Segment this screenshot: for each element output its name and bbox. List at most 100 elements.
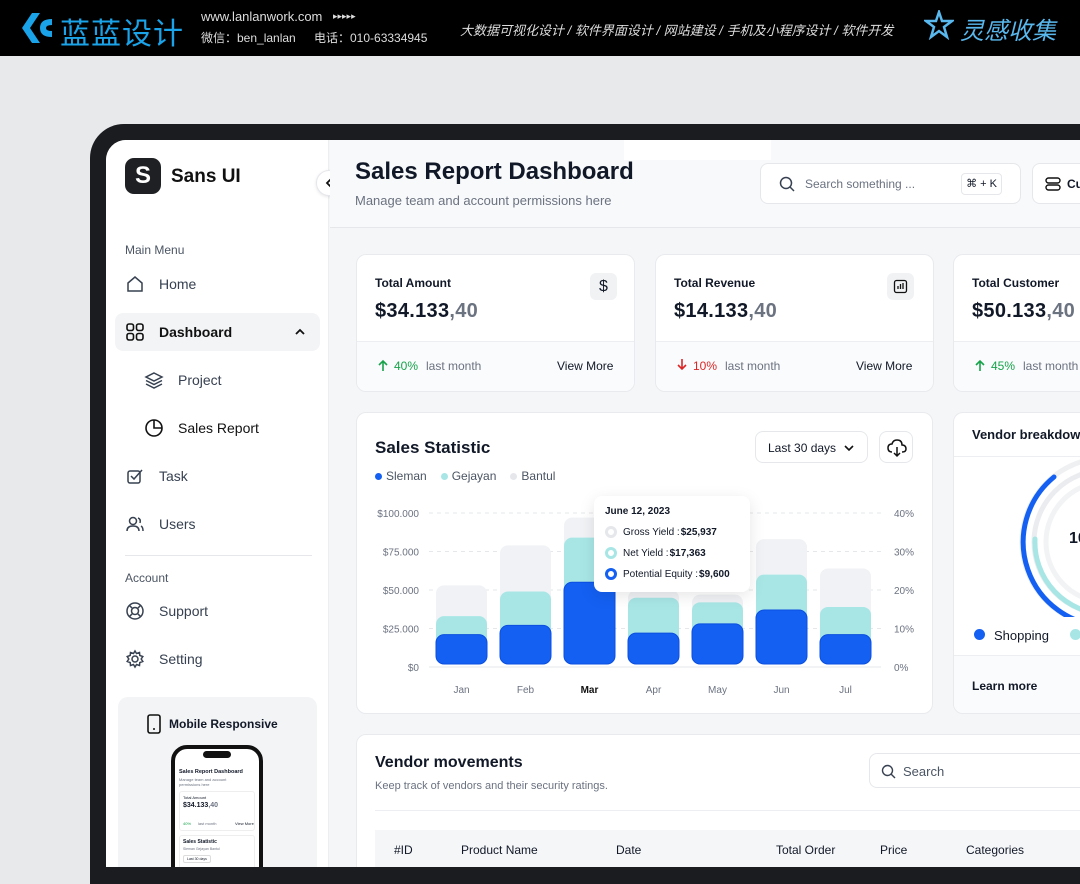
phone-kpi-label: Total Amount <box>183 795 207 800</box>
phone-icon <box>147 714 161 734</box>
page-subtitle: Manage team and account permissions here <box>355 193 612 208</box>
banner-phone: 电话：010-63334945 <box>314 31 428 45</box>
kpi-amount: $34.133 <box>375 300 450 322</box>
sidebar-item-label: Home <box>159 276 197 292</box>
sidebar-item-label: Setting <box>159 651 203 667</box>
column-header[interactable]: #ID <box>394 843 413 857</box>
tooltip-row: Net Yield : $17,363 <box>605 547 706 559</box>
column-header[interactable]: Total Order <box>776 843 836 857</box>
kpi-period: last month <box>1023 359 1079 373</box>
page-title: Sales Report Dashboard <box>355 158 634 185</box>
x-tick-label: Mar <box>581 685 599 696</box>
users-icon <box>126 516 144 532</box>
banner-arrows: ▸▸▸▸▸ <box>333 11 356 21</box>
tooltip-value: $9,600 <box>699 568 730 580</box>
kpi-footer <box>954 341 1080 391</box>
app-screen: S Sans UI Main Menu Home Dashboard Proje… <box>106 140 1080 867</box>
legend-item: Sleman <box>375 469 427 483</box>
vendor-search-input[interactable]: Search <box>869 753 1080 788</box>
phone-kpi-amount: $34.133 <box>183 802 209 809</box>
vendor-breakdown-title: Vendor breakdow <box>972 427 1080 442</box>
search-input[interactable]: Search something ... ⌘ + K <box>760 163 1021 204</box>
tooltip-value: $25,937 <box>680 526 717 538</box>
view-more-link[interactable]: View More <box>856 359 913 373</box>
layers-icon <box>144 372 164 389</box>
column-header[interactable]: Price <box>880 843 908 857</box>
x-tick-label: Apr <box>646 685 662 696</box>
sidebar-item-dashboard[interactable] <box>115 313 320 351</box>
kpi-label: Total Revenue <box>674 276 756 290</box>
customize-button[interactable]: Cu <box>1032 163 1080 204</box>
banner-url[interactable]: www.lanlanwork.com <box>201 9 323 24</box>
date-range-value: Last 30 days <box>768 441 837 455</box>
lifebuoy-icon <box>126 602 144 620</box>
x-tick-label: Jun <box>773 685 789 696</box>
legend-label: Bantul <box>521 469 556 483</box>
bar-sleman <box>499 624 552 665</box>
arrow-down-icon <box>677 359 687 371</box>
donut-arc-shopping <box>1020 474 1076 617</box>
column-header[interactable]: Categories <box>966 843 1025 857</box>
mobile-responsive-title: Mobile Responsive <box>169 717 278 731</box>
vendor-movements-card: Vendor movements Keep track of vendors a… <box>356 734 1080 867</box>
sidebar-item-label: Support <box>159 603 209 619</box>
chart-legend: Sleman Gejayan Bantul <box>375 469 555 483</box>
donut-track-inner <box>1043 485 1080 599</box>
phone-stat-title: Sales Statistic <box>183 839 217 845</box>
chevron-up-icon[interactable] <box>294 326 306 338</box>
download-button[interactable] <box>879 431 913 463</box>
kpi-amount: $50.133 <box>972 300 1047 322</box>
sidebar-item-setting[interactable]: Setting <box>125 649 203 669</box>
checkbox-icon <box>127 469 143 484</box>
divider <box>954 456 1080 457</box>
bar-sleman <box>819 634 872 665</box>
learn-more-link[interactable]: Learn more <box>972 679 1038 693</box>
sidebar-item-support[interactable]: Support <box>125 601 208 621</box>
tooltip-dot <box>605 547 617 559</box>
bar-sleman <box>691 623 744 665</box>
view-more-link[interactable]: View More <box>557 359 614 373</box>
tooltip-label: Gross Yield : <box>623 526 680 538</box>
phone-stat-legend: Sleman Gejayan Bantul <box>183 847 220 851</box>
header-tab-highlight <box>624 140 771 160</box>
column-header[interactable]: Date <box>616 843 642 857</box>
sidebar-item-sales-report[interactable]: Sales Report <box>144 418 259 438</box>
sidebar-item-users[interactable]: Users <box>125 514 196 534</box>
y2-tick-label: 20% <box>894 586 914 597</box>
y-tick-label: $100.000 <box>377 509 419 520</box>
y2-tick-label: 10% <box>894 625 914 636</box>
vendor-breakdown-card: Vendor breakdow 10 Shopping Learn more <box>953 412 1080 714</box>
y-tick-label: $25.000 <box>383 625 420 636</box>
sidebar: S Sans UI Main Menu Home Dashboard Proje… <box>106 140 329 867</box>
y-tick-label: $0 <box>408 663 420 674</box>
x-tick-label: Jul <box>839 685 852 696</box>
sidebar-item-home[interactable]: Home <box>125 274 196 294</box>
kpi-card: Total Customer $50.133,40 45% last month… <box>953 254 1080 392</box>
banner-collection: 灵感收集 <box>960 18 1056 45</box>
tooltip-row: Potential Equity : $9,600 <box>605 568 730 580</box>
sidebar-item-project[interactable]: Project <box>144 370 222 390</box>
phone-stat-card: Sales Statistic Sleman Gejayan Bantul La… <box>179 835 255 867</box>
lanlan-logo-icon <box>22 13 52 43</box>
legend-dot <box>510 472 518 480</box>
mobile-responsive-card: Mobile Responsive Sales Report Dashboard… <box>118 697 317 867</box>
account-label: Account <box>125 571 169 585</box>
date-range-select[interactable]: Last 30 days <box>755 431 868 463</box>
kpi-label: Total Customer <box>972 276 1060 290</box>
vendor-movements-subtitle: Keep track of vendors and their security… <box>375 780 608 792</box>
phone-title: Sales Report Dashboard <box>179 769 243 775</box>
legend-label: Gejayan <box>451 469 497 483</box>
column-header[interactable]: Product Name <box>461 843 538 857</box>
y2-tick-label: 0% <box>894 663 909 674</box>
sidebar-item-dashboard-content[interactable]: Dashboard <box>125 322 232 342</box>
sidebar-item-label: Users <box>159 516 196 532</box>
bar-chart-icon <box>887 273 914 300</box>
legend-item: Gejayan <box>440 469 497 483</box>
sidebar-item-task[interactable]: Task <box>125 466 188 486</box>
star-logo-icon <box>924 10 954 40</box>
vendor-breakdown-footer <box>954 655 1080 713</box>
gear-icon <box>126 649 144 669</box>
legend-shopping: Shopping <box>994 628 1049 643</box>
kpi-period: last month <box>725 359 781 373</box>
search-placeholder: Search something ... <box>805 177 916 191</box>
